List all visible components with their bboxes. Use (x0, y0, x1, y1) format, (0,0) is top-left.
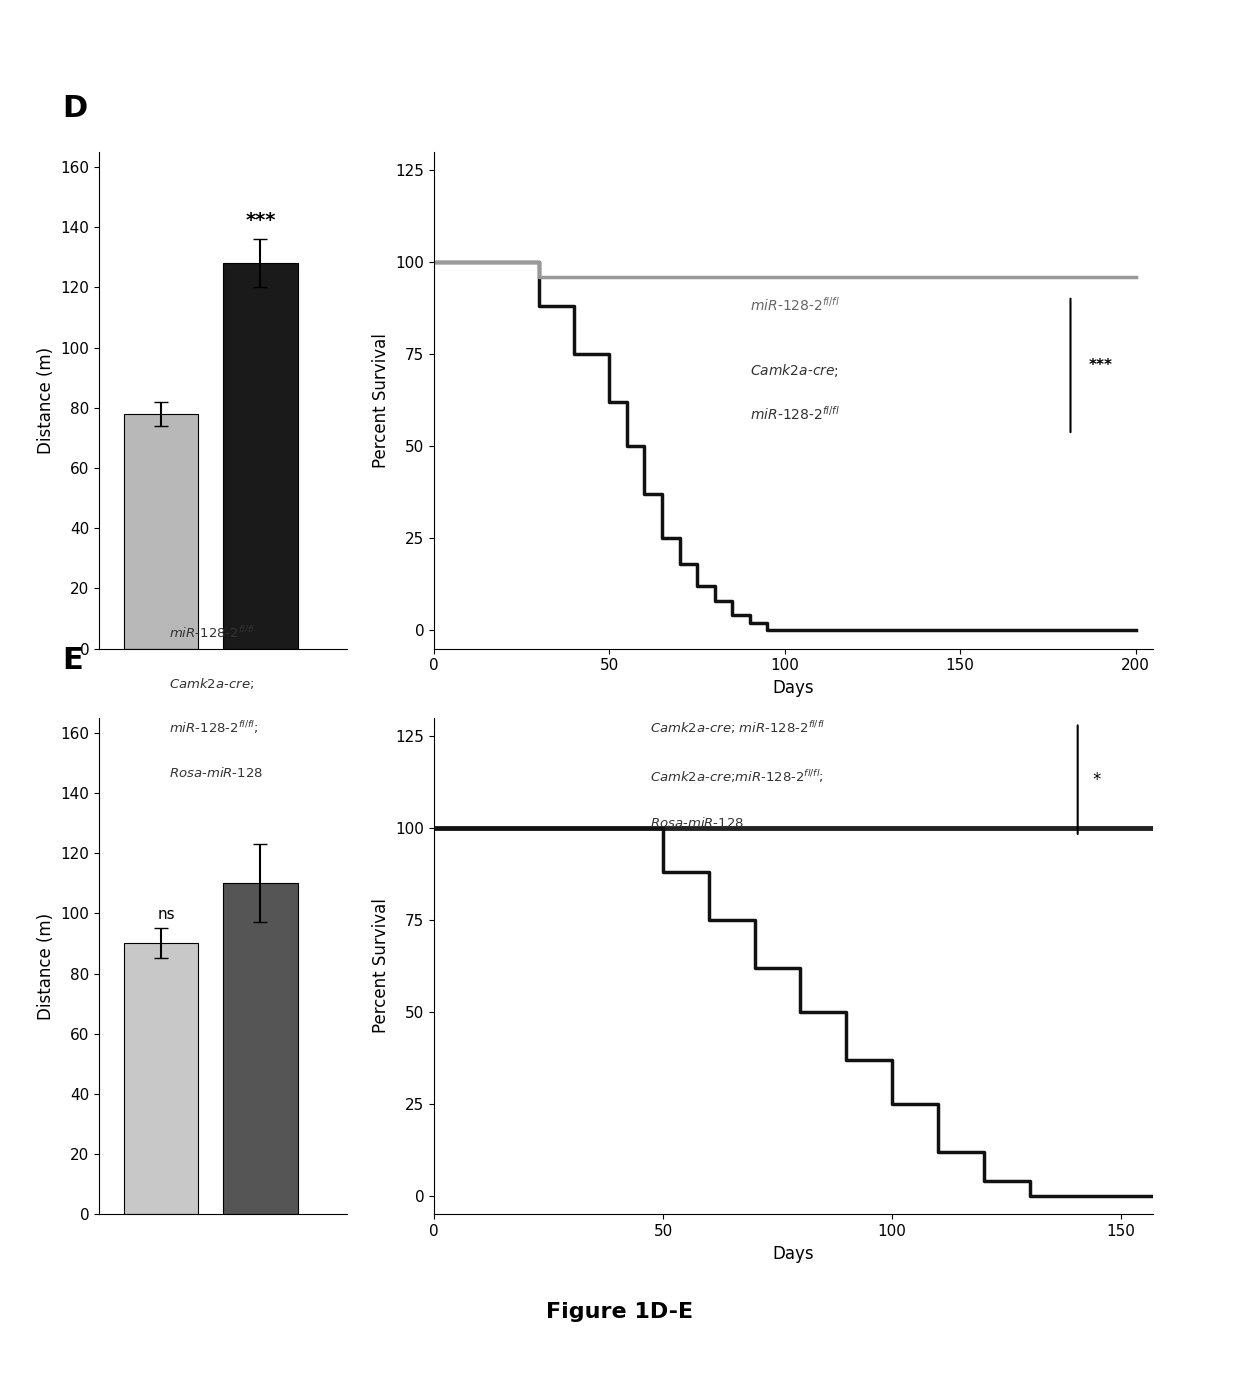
Bar (223, 883, 298, 1214)
Text: $\it{miR}$-$\it{128}$-$\it{2}^{fl/fl}$: $\it{miR}$-$\it{128}$-$\it{2}^{fl/fl}$ (750, 406, 841, 424)
Text: $\it{Camk2a}$-$\it{cre}$;: $\it{Camk2a}$-$\it{cre}$; (750, 363, 839, 380)
X-axis label: Days: Days (773, 1245, 815, 1263)
Y-axis label: Percent Survival: Percent Survival (372, 333, 389, 468)
X-axis label: Days: Days (773, 679, 815, 697)
Text: ns: ns (157, 907, 175, 922)
Text: *: * (1092, 770, 1100, 789)
Y-axis label: Distance (m): Distance (m) (37, 912, 55, 1020)
Y-axis label: Distance (m): Distance (m) (37, 346, 55, 454)
Text: ***: *** (246, 211, 275, 230)
Text: E: E (62, 646, 83, 675)
Text: $\it{Camk2a}$-$\it{cre}$;: $\it{Camk2a}$-$\it{cre}$; (169, 676, 254, 691)
Bar (223, 264, 298, 649)
Text: $\it{miR}$-$\it{128}$-$\it{2}^{fl/fl}$;: $\it{miR}$-$\it{128}$-$\it{2}^{fl/fl}$; (169, 719, 258, 736)
Text: $\it{Camk2a}$-$\it{cre}$; $\it{miR}$-$\it{128}$-$\it{2}^{fl/fl}$: $\it{Camk2a}$-$\it{cre}$; $\it{miR}$-$\i… (650, 719, 825, 736)
Y-axis label: Percent Survival: Percent Survival (372, 898, 389, 1034)
Text: $\it{Rosa}$-$\it{miR}$-$\it{128}$: $\it{Rosa}$-$\it{miR}$-$\it{128}$ (169, 766, 263, 780)
Text: ***: *** (1089, 357, 1112, 373)
Bar (124, 944, 198, 1214)
Text: $\it{Rosa}$-$\it{miR}$-$\it{128}$: $\it{Rosa}$-$\it{miR}$-$\it{128}$ (650, 816, 744, 829)
Text: $\it{Camk2a}$-$\it{cre}$;$\it{miR}$-$\it{128}$-$\it{2}^{fl/fl}$;: $\it{Camk2a}$-$\it{cre}$;$\it{miR}$-$\it… (650, 769, 823, 785)
Text: Figure 1D-E: Figure 1D-E (547, 1301, 693, 1322)
Text: D: D (62, 94, 87, 123)
Text: $\it{miR}$-$\it{128}$-$\it{2}^{fl/fl}$: $\it{miR}$-$\it{128}$-$\it{2}^{fl/fl}$ (750, 295, 841, 313)
Text: $\it{miR}$-$\it{128}$-$\it{2}^{fl/fl}$: $\it{miR}$-$\it{128}$-$\it{2}^{fl/fl}$ (169, 625, 254, 642)
Bar (124, 414, 198, 649)
